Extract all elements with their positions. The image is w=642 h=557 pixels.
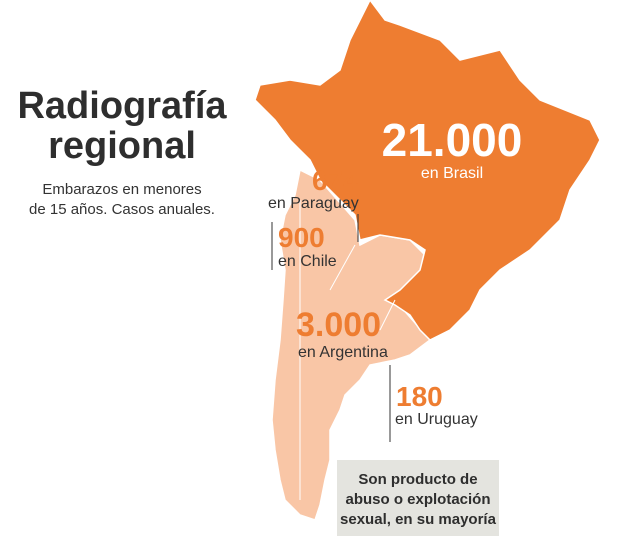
note-line-1: Son producto de [358, 471, 477, 488]
uruguay-value: 180 [396, 381, 443, 412]
uruguay-label: en Uruguay [395, 411, 478, 428]
paraguay-value: 674 [312, 165, 359, 196]
brasil-value: 21.000 [382, 114, 523, 166]
paraguay-label: en Paraguay [268, 195, 359, 212]
title-line-2: regional [48, 125, 196, 167]
argentina-value: 3.000 [296, 306, 381, 344]
note-line-3: sexual, en su mayoría [340, 511, 497, 528]
subtitle-line-2: de 15 años. Casos anuales. [29, 201, 215, 218]
note-box [337, 460, 499, 536]
borders [299, 200, 396, 500]
argentina-label: en Argentina [298, 344, 388, 361]
title-line-1: Radiografía [17, 85, 227, 127]
brasil-map [254, 0, 601, 341]
note-line-2: abuso o explotación [345, 491, 490, 508]
chile-label: en Chile [278, 253, 337, 270]
brasil-label: en Brasil [421, 165, 483, 182]
chile-value: 900 [278, 222, 325, 253]
south-cone-map [271, 168, 432, 521]
subtitle-line-1: Embarazos en menores [42, 181, 201, 198]
